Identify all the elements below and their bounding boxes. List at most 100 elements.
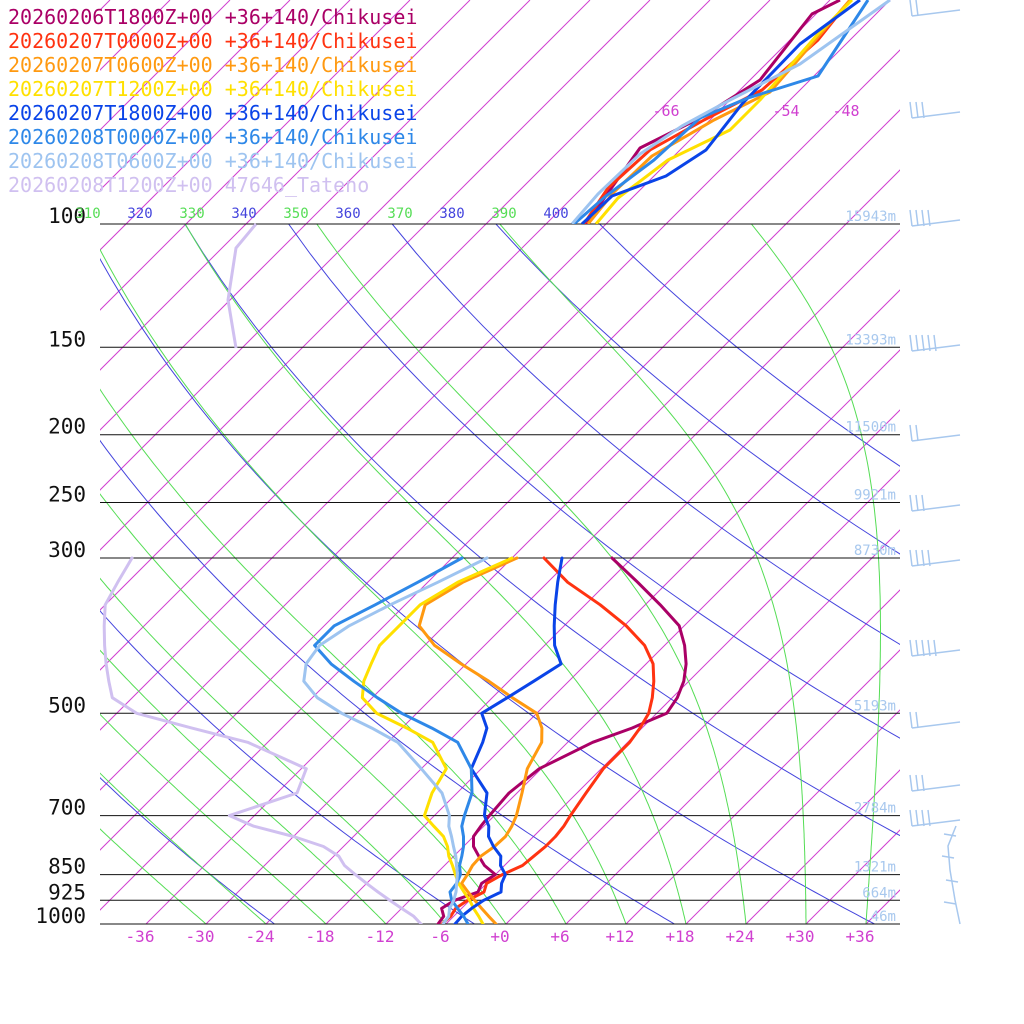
isotherm-line — [100, 0, 531, 431]
isotherm-line — [100, 0, 891, 791]
isotherm-label: -48 — [832, 102, 859, 120]
isotherm-line — [685, 709, 900, 924]
temperature-tick-label: +30 — [786, 927, 815, 946]
pressure-label: 1000 — [35, 904, 86, 928]
upper-sounding-line-5 — [573, 0, 870, 224]
moist-adiabat-line — [100, 772, 267, 924]
wind-barb-stack — [941, 825, 961, 925]
legend-entry-0: 20260206T1800Z+00 +36+140/Chikusei — [8, 5, 417, 29]
height-label: 11500m — [845, 420, 896, 436]
height-label: 13393m — [845, 332, 896, 348]
adiabats — [100, 224, 900, 924]
temperature-tick-label: +0 — [490, 927, 509, 946]
wind-barbs — [909, 0, 961, 925]
isotherm-line — [445, 469, 900, 924]
theta-label: 390 — [491, 206, 516, 222]
isotherm-label: -54 — [772, 102, 799, 120]
isotherm-line — [100, 0, 291, 191]
wind-barb — [909, 639, 961, 657]
height-label: 5193m — [854, 698, 896, 714]
temperature-tick-label: -18 — [306, 927, 335, 946]
isotherm-line — [100, 0, 351, 251]
legend-entry-2: 20260207T0600Z+00 +36+140/Chikusei — [8, 53, 417, 77]
temperature-tick-label: +18 — [666, 927, 695, 946]
legend-entry-6: 20260208T0600Z+00 +36+140/Chikusei — [8, 149, 417, 173]
upper-sounding-line-6 — [570, 0, 891, 224]
wind-barb — [909, 809, 961, 827]
wind-barb — [909, 549, 961, 567]
isotherm-line — [205, 229, 900, 924]
sounding-line-3 — [360, 556, 514, 924]
isotherm-line — [986, 0, 1024, 924]
moist-adiabat-line — [100, 828, 207, 924]
isotherm-line — [100, 0, 771, 671]
temperature-tick-label: -24 — [246, 927, 275, 946]
isotherm-line — [805, 829, 900, 924]
height-label: 664m — [862, 885, 896, 901]
theta-label: 320 — [127, 206, 152, 222]
isotherm-line — [625, 649, 900, 924]
isotherm-line — [505, 529, 900, 924]
legend-entry-1: 20260207T0000Z+00 +36+140/Chikusei — [8, 29, 417, 53]
temperature-tick-label: -30 — [186, 927, 215, 946]
isotherm-line — [865, 889, 900, 924]
sounding-line-6 — [302, 556, 489, 924]
upper-sounding-line-7 — [226, 223, 258, 349]
height-label: 8730m — [854, 543, 896, 559]
temperature-tick-label: +24 — [726, 927, 755, 946]
theta-label: 310 — [75, 206, 100, 222]
temperature-tick-label: -36 — [126, 927, 155, 946]
height-label: 9921m — [854, 488, 896, 504]
theta-label: 330 — [179, 206, 204, 222]
isotherm-line — [100, 109, 900, 911]
legend-entry-5: 20260208T0000Z+00 +36+140/Chikusei — [8, 125, 417, 149]
wind-barb — [909, 424, 961, 442]
height-label: 15943m — [845, 209, 896, 225]
theta-label: 400 — [543, 206, 568, 222]
isotherm-line — [325, 349, 900, 924]
height-label: 46m — [871, 909, 896, 925]
upper-sounding-line-1 — [582, 0, 852, 224]
wind-barb — [909, 774, 961, 792]
wind-barb — [909, 711, 961, 729]
theta-label: 350 — [283, 206, 308, 222]
isotherm-line — [100, 49, 900, 851]
theta-label: 380 — [439, 206, 464, 222]
pressure-label: 850 — [48, 855, 86, 879]
upper-sounding-line-4 — [580, 0, 861, 224]
isotherm-line — [100, 0, 651, 551]
theta-label: 370 — [387, 206, 412, 222]
sounding-profiles — [102, 0, 891, 924]
sounding-line-0 — [436, 556, 688, 924]
isotherm-line — [100, 0, 591, 491]
wind-barb — [909, 101, 961, 119]
sounding-line-7 — [102, 556, 423, 924]
wind-barb — [909, 209, 961, 227]
pressure-label: 500 — [48, 693, 86, 717]
pressure-label: 300 — [48, 538, 86, 562]
theta-label: 360 — [335, 206, 360, 222]
temperature-tick-label: +36 — [846, 927, 875, 946]
sounding-line-1 — [440, 556, 656, 924]
moist-adiabat-line — [499, 224, 807, 924]
isotherm-line — [100, 0, 471, 371]
isotherm-line — [265, 289, 900, 924]
wind-barb — [909, 494, 961, 512]
temperature-tick-label: +6 — [550, 927, 569, 946]
sounding-line-2 — [417, 556, 544, 924]
dry-adiabat-line — [599, 224, 900, 467]
isotherm-label: -66 — [652, 102, 679, 120]
pressure-label: 925 — [48, 880, 86, 904]
isotherm-line — [100, 0, 711, 611]
temperature-tick-label: -12 — [366, 927, 395, 946]
wind-barb — [909, 334, 961, 352]
height-label: 2784m — [854, 801, 896, 817]
theta-label: 340 — [231, 206, 256, 222]
isotherm-line — [926, 0, 1024, 924]
legend: 20260206T1800Z+00 +36+140/Chikusei202602… — [8, 5, 417, 197]
height-label: 1321m — [854, 860, 896, 876]
background-grid — [100, 0, 1024, 925]
isotherm-line — [145, 169, 900, 924]
